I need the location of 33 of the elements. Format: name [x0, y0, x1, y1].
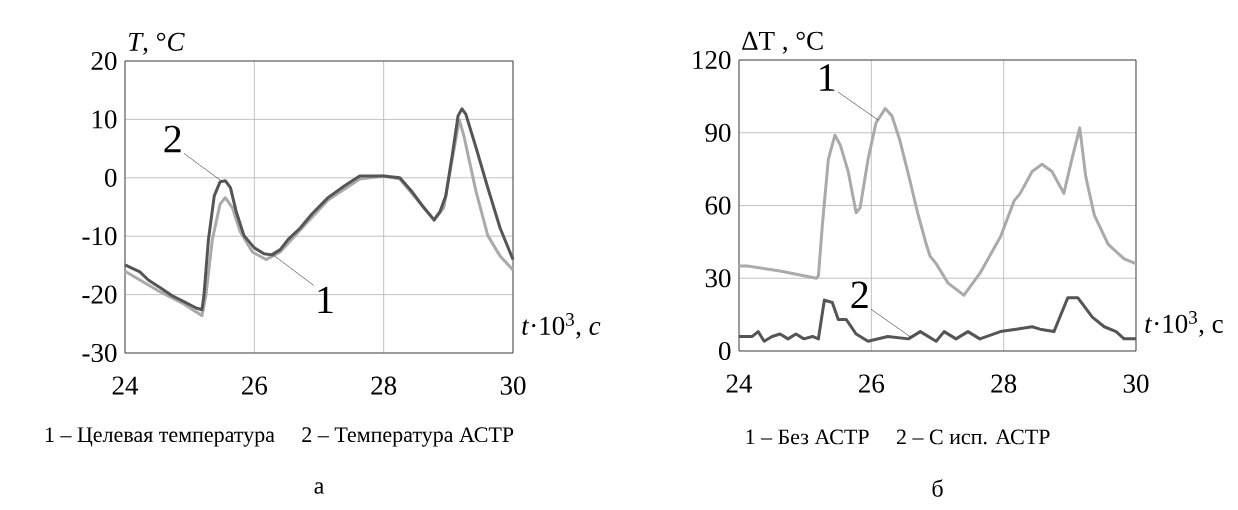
x-tick-label: 24 [112, 376, 139, 395]
x-tick-label: 30 [500, 376, 526, 395]
series-label: 1 [820, 64, 835, 91]
y-tick-label: -30 [82, 343, 117, 363]
x-tick-label: 24 [726, 374, 753, 393]
x-axis-title: t·10$^{3}$, c [522, 313, 601, 339]
y-axis-title: T, °C [128, 32, 185, 55]
x-axis-title: t·10$^{3}$, c [1145, 311, 1223, 337]
y-tick-label: 20 [91, 51, 117, 71]
y-tick-label: 90 [705, 123, 731, 142]
text: б [932, 479, 943, 497]
y-tick-label: 0 [105, 168, 117, 187]
text: а [314, 482, 325, 494]
text: 2 – Температура АСТР [302, 427, 514, 447]
series-label: 1 [318, 286, 333, 314]
y-tick-label: -20 [82, 285, 117, 304]
y-tick-label: 60 [705, 196, 731, 215]
x-tick-label: 26 [859, 374, 885, 393]
y-tick-label: -10 [82, 227, 117, 246]
x-tick-label: 26 [242, 376, 268, 395]
y-axis-title: ΔT , °C [742, 31, 823, 54]
x-tick-label: 28 [371, 376, 397, 395]
y-tick-label: 30 [705, 269, 731, 288]
series-label: 2 [851, 281, 868, 308]
text: 1 – Целевая температура [45, 427, 275, 447]
y-tick-label: 120 [693, 50, 731, 70]
text: 2 – С исп. АСТР [896, 429, 1050, 445]
y-tick-label: 10 [92, 110, 117, 129]
text: 1 – Без АСТР [746, 429, 869, 445]
y-tick-label: 0 [719, 341, 731, 361]
series-label: 2 [164, 125, 181, 153]
x-tick-label: 30 [1123, 374, 1149, 393]
x-tick-label: 28 [991, 374, 1017, 393]
